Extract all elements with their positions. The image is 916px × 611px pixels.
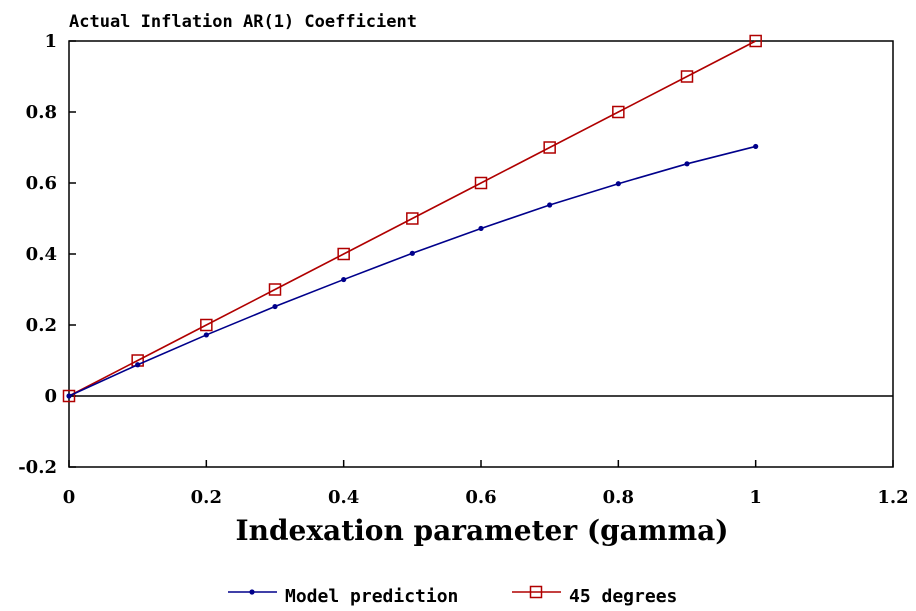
legend-item-1: 45 degrees xyxy=(512,585,677,607)
series-1 xyxy=(62,34,762,403)
y-tick-label: 0 xyxy=(44,386,57,407)
x-tick-label: 0.6 xyxy=(465,487,496,508)
data-point xyxy=(543,141,556,154)
x-tick-label: 1.2 xyxy=(877,487,908,508)
data-point xyxy=(200,318,213,332)
data-point xyxy=(337,247,350,261)
y-tick-label: 0.4 xyxy=(26,244,57,265)
series-0 xyxy=(66,143,759,399)
series-line xyxy=(68,145,756,397)
x-tick-label: 0 xyxy=(63,487,76,508)
x-tick-label: 0.4 xyxy=(328,487,359,508)
series-line xyxy=(68,40,757,397)
legend-marker xyxy=(529,585,543,599)
data-point xyxy=(409,250,415,256)
data-point xyxy=(749,34,762,48)
plot-frame xyxy=(68,40,894,468)
data-point xyxy=(406,212,419,225)
data-point xyxy=(268,283,282,296)
data-point xyxy=(753,143,759,150)
data-point xyxy=(684,161,690,167)
data-point xyxy=(62,389,76,403)
chart-title: Actual Inflation AR(1) Coefficient xyxy=(69,12,417,32)
y-tick-label: 0.2 xyxy=(26,315,57,336)
legend-label: Model prediction xyxy=(285,586,458,607)
legend-item-0: Model prediction xyxy=(228,586,458,607)
data-point xyxy=(474,176,488,190)
x-axis: 0 0.2 0.4 0.6 0.8 1 1.2 xyxy=(63,460,909,508)
x-tick-label: 0.2 xyxy=(191,487,222,508)
x-tick-label: 0.8 xyxy=(603,487,634,508)
data-point xyxy=(615,181,621,187)
series-layer xyxy=(62,34,762,403)
data-point xyxy=(341,276,347,283)
legend-label: 45 degrees xyxy=(569,586,677,607)
y-tick-label: 1 xyxy=(44,31,57,52)
data-point xyxy=(272,303,278,310)
legend-marker xyxy=(249,589,255,595)
data-point xyxy=(135,362,141,368)
data-point xyxy=(680,70,694,83)
x-axis-label: Indexation parameter (gamma) xyxy=(236,514,729,547)
data-point xyxy=(547,202,553,208)
legend: Model prediction 45 degrees xyxy=(228,585,677,607)
x-tick-label: 1 xyxy=(749,487,762,508)
data-point xyxy=(478,225,484,232)
data-point xyxy=(612,105,625,119)
y-axis: -0.2 0 0.2 0.4 0.6 0.8 1 xyxy=(18,31,76,478)
data-point xyxy=(203,332,209,338)
y-tick-label: -0.2 xyxy=(18,457,57,478)
data-point xyxy=(66,393,72,399)
y-tick-label: 0.6 xyxy=(26,173,57,194)
y-tick-label: 0.8 xyxy=(26,102,57,123)
